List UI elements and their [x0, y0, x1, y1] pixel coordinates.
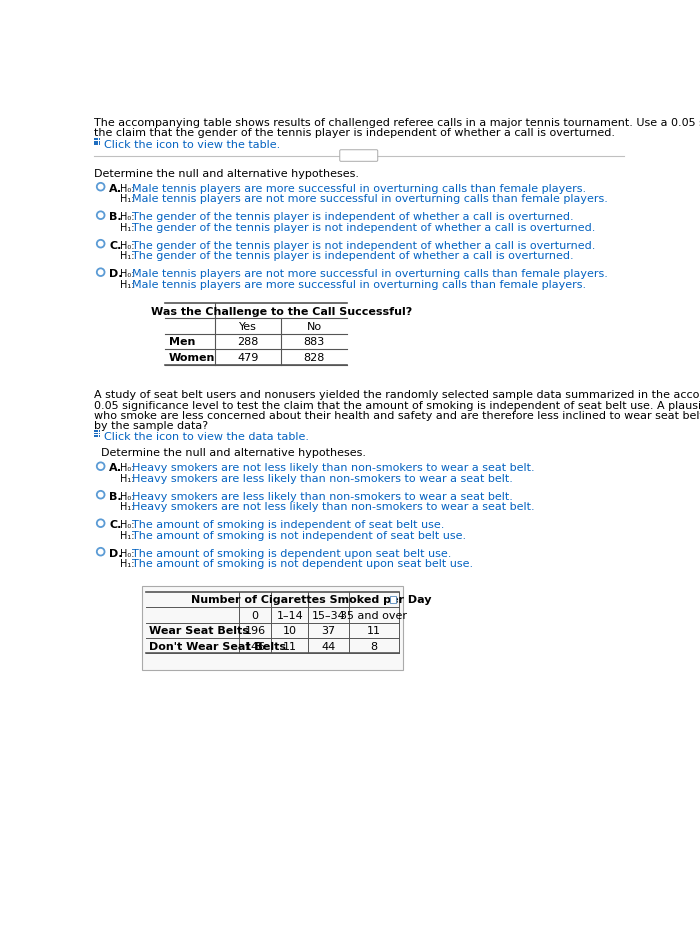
Text: H₁:: H₁:: [120, 559, 134, 569]
Text: 8: 8: [370, 641, 377, 651]
Text: 288: 288: [237, 337, 259, 347]
Text: H₁:: H₁:: [120, 502, 134, 511]
Text: The amount of smoking is not independent of seat belt use.: The amount of smoking is not independent…: [132, 530, 467, 540]
FancyBboxPatch shape: [97, 431, 98, 432]
FancyBboxPatch shape: [97, 144, 98, 146]
Text: Determine the null and alternative hypotheses.: Determine the null and alternative hypot…: [102, 448, 367, 458]
Text: C.: C.: [109, 520, 122, 530]
Text: H₀:: H₀:: [120, 213, 134, 222]
Text: D.: D.: [109, 548, 122, 559]
Text: who smoke are less concerned about their health and safety and are therefore les: who smoke are less concerned about their…: [94, 410, 700, 420]
Text: H₀:: H₀:: [120, 184, 134, 194]
Text: Men: Men: [169, 337, 195, 347]
Text: 10: 10: [283, 625, 297, 636]
Text: ···: ···: [354, 151, 363, 161]
Text: H₀:: H₀:: [120, 520, 134, 530]
FancyBboxPatch shape: [99, 144, 100, 146]
Text: by the sample data?: by the sample data?: [94, 421, 208, 431]
Text: Male tennis players are more successful in overturning calls than female players: Male tennis players are more successful …: [132, 279, 587, 290]
Text: A.: A.: [109, 463, 122, 473]
Text: H₀:: H₀:: [120, 548, 134, 559]
FancyBboxPatch shape: [390, 597, 396, 603]
FancyBboxPatch shape: [94, 144, 96, 146]
FancyBboxPatch shape: [97, 435, 98, 437]
FancyBboxPatch shape: [94, 139, 96, 141]
Text: Heavy smokers are less likely than non-smokers to wear a seat belt.: Heavy smokers are less likely than non-s…: [132, 473, 513, 483]
Text: The amount of smoking is dependent upon seat belt use.: The amount of smoking is dependent upon …: [132, 548, 452, 559]
Text: 479: 479: [237, 353, 259, 363]
Text: The amount of smoking is not dependent upon seat belt use.: The amount of smoking is not dependent u…: [132, 559, 474, 569]
Text: Don't Wear Seat Belts: Don't Wear Seat Belts: [148, 641, 286, 651]
Text: 146: 146: [244, 641, 265, 651]
Text: The accompanying table shows results of challenged referee calls in a major tenn: The accompanying table shows results of …: [94, 118, 700, 127]
Text: 196: 196: [244, 625, 265, 636]
Text: No: No: [307, 322, 322, 331]
FancyBboxPatch shape: [94, 435, 96, 437]
Text: H₀:: H₀:: [120, 240, 134, 251]
Text: H₁:: H₁:: [120, 251, 134, 261]
Text: Determine the null and alternative hypotheses.: Determine the null and alternative hypot…: [94, 169, 358, 179]
Text: H₀:: H₀:: [120, 491, 134, 501]
Text: H₁:: H₁:: [120, 279, 134, 290]
Text: 37: 37: [321, 625, 335, 636]
Text: 828: 828: [304, 353, 325, 363]
FancyBboxPatch shape: [94, 431, 96, 432]
Text: Was the Challenge to the Call Successful?: Was the Challenge to the Call Successful…: [150, 306, 412, 316]
Text: The amount of smoking is independent of seat belt use.: The amount of smoking is independent of …: [132, 520, 444, 530]
Text: The gender of the tennis player is independent of whether a call is overturned.: The gender of the tennis player is indep…: [132, 213, 574, 222]
Text: Heavy smokers are not less likely than non-smokers to wear a seat belt.: Heavy smokers are not less likely than n…: [132, 463, 535, 473]
FancyBboxPatch shape: [99, 431, 100, 432]
Text: B.: B.: [109, 213, 122, 222]
Text: H₁:: H₁:: [120, 194, 134, 204]
Text: C.: C.: [109, 240, 122, 251]
Text: 1–14: 1–14: [276, 611, 303, 620]
Text: Male tennis players are more successful in overturning calls than female players: Male tennis players are more successful …: [132, 184, 587, 194]
Text: Heavy smokers are less likely than non-smokers to wear a seat belt.: Heavy smokers are less likely than non-s…: [132, 491, 513, 501]
Text: H₁:: H₁:: [120, 530, 134, 540]
Text: 15–34: 15–34: [312, 611, 345, 620]
FancyBboxPatch shape: [97, 139, 98, 141]
Text: H₁:: H₁:: [120, 223, 134, 233]
Text: B.: B.: [109, 491, 122, 501]
Text: H₀:: H₀:: [120, 463, 134, 473]
Text: Number of Cigarettes Smoked per Day: Number of Cigarettes Smoked per Day: [191, 595, 431, 605]
Text: Click the icon to view the data table.: Click the icon to view the data table.: [104, 432, 309, 442]
Text: 44: 44: [321, 641, 336, 651]
FancyBboxPatch shape: [99, 142, 100, 144]
Text: H₀:: H₀:: [120, 269, 134, 279]
Text: Wear Seat Belts: Wear Seat Belts: [148, 625, 248, 636]
Text: Male tennis players are not more successful in overturning calls than female pla: Male tennis players are not more success…: [132, 269, 608, 279]
Text: Male tennis players are not more successful in overturning calls than female pla: Male tennis players are not more success…: [132, 194, 608, 204]
Text: Women: Women: [169, 353, 216, 363]
Text: Heavy smokers are not less likely than non-smokers to wear a seat belt.: Heavy smokers are not less likely than n…: [132, 502, 535, 511]
FancyBboxPatch shape: [99, 139, 100, 141]
Text: H₁:: H₁:: [120, 473, 134, 483]
Text: The gender of the tennis player is independent of whether a call is overturned.: The gender of the tennis player is indep…: [132, 251, 574, 261]
Text: A.: A.: [109, 184, 122, 194]
FancyBboxPatch shape: [97, 433, 98, 435]
FancyBboxPatch shape: [340, 150, 378, 162]
Text: D.: D.: [109, 269, 122, 279]
Text: 0.05 significance level to test the claim that the amount of smoking is independ: 0.05 significance level to test the clai…: [94, 400, 700, 410]
Text: Click the icon to view the table.: Click the icon to view the table.: [104, 140, 280, 149]
Text: 11: 11: [367, 625, 381, 636]
Text: The gender of the tennis player is not independent of whether a call is overturn: The gender of the tennis player is not i…: [132, 240, 596, 251]
Text: Yes: Yes: [239, 322, 258, 331]
FancyBboxPatch shape: [99, 435, 100, 437]
Text: 11: 11: [283, 641, 297, 651]
Text: the claim that the gender of the tennis player is independent of whether a call : the claim that the gender of the tennis …: [94, 128, 615, 138]
Text: 35 and over: 35 and over: [340, 611, 407, 620]
Text: A study of seat belt users and nonusers yielded the randomly selected sample dat: A study of seat belt users and nonusers …: [94, 390, 700, 400]
Text: 883: 883: [304, 337, 325, 347]
FancyBboxPatch shape: [99, 433, 100, 435]
Text: 0: 0: [251, 611, 258, 620]
FancyBboxPatch shape: [97, 142, 98, 144]
FancyBboxPatch shape: [94, 142, 96, 144]
Text: The gender of the tennis player is not independent of whether a call is overturn: The gender of the tennis player is not i…: [132, 223, 596, 233]
FancyBboxPatch shape: [141, 586, 403, 671]
FancyBboxPatch shape: [94, 433, 96, 435]
